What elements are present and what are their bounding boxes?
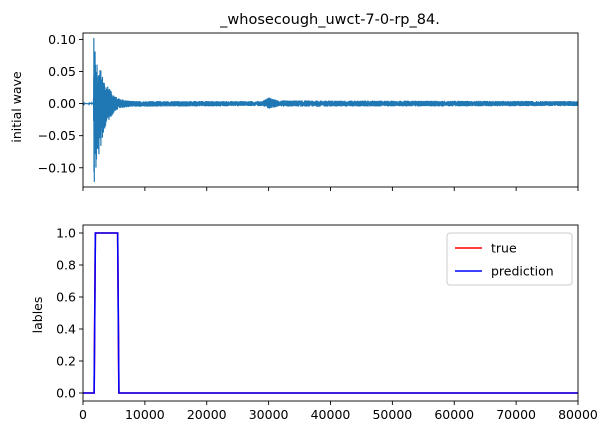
labels-x-tick-label: 30000 <box>249 407 289 422</box>
legend: true prediction <box>446 232 573 286</box>
labels-subplot: lables 0.0 0.2 0.4 0.6 0.8 1.0 0 10000 20000 300… <box>30 224 598 422</box>
labels-y-ticks: 0.0 0.2 0.4 0.6 0.8 1.0 <box>56 226 83 401</box>
waveform-plot-area <box>83 38 578 182</box>
legend-label-true: true <box>491 241 517 256</box>
waveform-x-ticks <box>82 187 579 191</box>
labels-axes-frame <box>82 224 579 402</box>
labels-x-tick-label: 80000 <box>558 407 598 422</box>
waveform-y-tick-label: 0.10 <box>48 32 76 47</box>
labels-y-tick-label: 1.0 <box>56 226 76 241</box>
labels-plot-area <box>83 232 578 394</box>
labels-y-tick-label: 0.6 <box>56 290 76 305</box>
labels-x-tick-label: 60000 <box>434 407 474 422</box>
legend-label-prediction: prediction <box>491 264 554 279</box>
labels-x-tick-label: 20000 <box>187 407 227 422</box>
labels-ylabel: lables <box>30 297 45 334</box>
waveform-y-tick-label: 0.05 <box>48 64 76 79</box>
labels-x-tick-label: 70000 <box>496 407 536 422</box>
labels-x-ticks: 0 10000 20000 30000 40000 50000 60000 70000 8000… <box>79 401 598 422</box>
waveform-ylabel: initial wave <box>9 71 24 143</box>
waveform-y-tick-label: −0.10 <box>38 160 76 175</box>
labels-y-tick-label: 0.8 <box>56 258 76 273</box>
labels-y-tick-label: 0.2 <box>56 354 76 369</box>
labels-x-tick-label: 50000 <box>372 407 412 422</box>
waveform-subplot: _whosecough_uwct-7-0-rp_84. initial wave… <box>9 12 579 191</box>
waveform-y-tick-label: 0.00 <box>48 96 76 111</box>
labels-y-tick-label: 0.4 <box>56 322 76 337</box>
labels-y-tick-label: 0.0 <box>56 386 76 401</box>
labels-x-tick-label: 10000 <box>125 407 165 422</box>
waveform-title: _whosecough_uwct-7-0-rp_84. <box>219 12 440 28</box>
legend-box <box>446 232 573 286</box>
labels-x-tick-label: 40000 <box>311 407 351 422</box>
labels-x-tick-label: 0 <box>79 407 87 422</box>
waveform-y-tick-label: −0.05 <box>38 128 76 143</box>
labels-series-line-prediction <box>83 232 578 394</box>
waveform-series-line <box>83 38 578 182</box>
waveform-axes-frame <box>82 32 579 188</box>
waveform-y-ticks: 0.10 0.05 0.00 −0.05 −0.10 <box>38 32 83 175</box>
